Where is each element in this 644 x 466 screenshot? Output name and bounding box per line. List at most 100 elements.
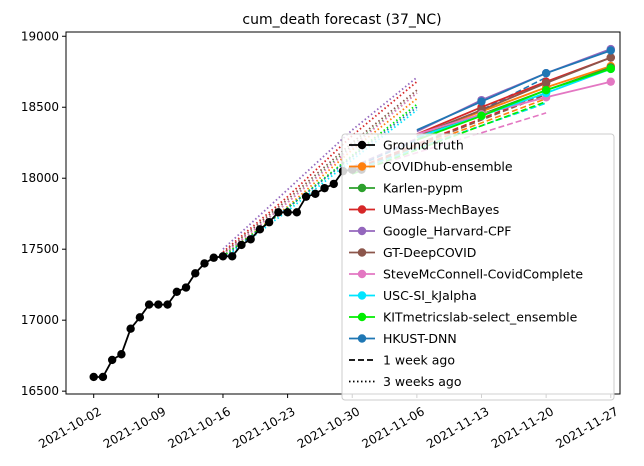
x-tick-label: 2021-10-23 [230, 404, 297, 451]
x-tick-label: 2021-10-30 [295, 404, 362, 451]
ground-truth-point [283, 208, 292, 217]
legend-label: 1 week ago [383, 353, 455, 368]
y-tick-label: 17500 [21, 242, 59, 256]
legend-entry-kitmetricslab-select-ensemble: KITmetricslab-select_ensemble [349, 310, 578, 325]
legend-entry-covidhub-ensemble: COVIDhub-ensemble [349, 159, 513, 174]
legend-entry-hkust-dnn: HKUST-DNN [349, 331, 457, 346]
ground-truth-point [126, 324, 135, 333]
point-hkust-dnn [606, 46, 615, 55]
point-gt-deepcovid [541, 78, 551, 88]
ground-truth-point [237, 240, 246, 250]
x-tick-label: 2021-11-27 [553, 404, 620, 451]
ground-truth-point [311, 189, 320, 199]
ground-truth-point [89, 372, 98, 382]
legend-marker [357, 334, 367, 343]
legend-marker [357, 312, 367, 322]
ground-truth-point [218, 252, 228, 261]
legend-marker [357, 291, 367, 300]
ground-truth-point [264, 218, 274, 227]
x-tick-label: 2021-11-20 [489, 404, 556, 451]
y-tick-label: 19000 [21, 29, 59, 43]
ground-truth-layer [89, 165, 366, 382]
ground-truth-point [255, 225, 265, 234]
ground-truth-point [98, 372, 108, 382]
ground-truth-line [93, 168, 362, 378]
point-stevemcconnell-covidcomplete [606, 77, 615, 86]
ground-truth-point [246, 235, 255, 244]
series-hkust-dnn [416, 49, 612, 131]
legend-entry-1-week-ago: 1 week ago [349, 353, 455, 368]
legend-marker [357, 183, 367, 193]
series-stevemcconnell-covidcomplete [416, 80, 612, 136]
legend-label: SteveMcConnell-CovidComplete [383, 267, 583, 282]
chart-title: cum_death forecast (37_NC) [242, 12, 441, 28]
legend-marker [357, 140, 367, 150]
ground-truth-point [228, 252, 237, 261]
series-1wk-gt-deepcovid [351, 93, 547, 172]
point-hkust-dnn [541, 68, 551, 78]
legend-label: COVIDhub-ensemble [383, 159, 513, 174]
ground-truth-point [274, 208, 283, 217]
series-usc-si-kjalpha [416, 68, 612, 138]
legend-entry-google-harvard-cpf: Google_Harvard-CPF [349, 224, 511, 239]
point-hkust-dnn [477, 97, 486, 106]
point-kitmetricslab-select-ensemble [477, 111, 486, 120]
ground-truth-point [135, 313, 145, 322]
point-kitmetricslab-select-ensemble [541, 86, 551, 95]
point-kitmetricslab-select-ensemble [606, 64, 615, 74]
ground-truth-point [154, 300, 163, 309]
legend-entry-umass-mechbayes: UMass-MechBayes [349, 202, 499, 217]
ground-truth-point [301, 192, 311, 201]
legend-entry-3-weeks-ago: 3 weeks ago [349, 374, 462, 389]
x-tick-label: 2021-11-06 [359, 404, 426, 451]
legend-label: USC-SI_kJalpha [383, 288, 477, 303]
point-gt-deepcovid [606, 53, 615, 62]
series-3wk-hkust-dnn [222, 106, 418, 259]
ground-truth-point [329, 179, 338, 189]
legend-entry-karlen-pypm: Karlen-pypm [349, 181, 463, 196]
series-3wk-umass-mechbayes [222, 81, 418, 253]
x-tick-label: 2021-10-09 [101, 404, 168, 451]
series-3wk-google-harvard-cpf [222, 76, 418, 250]
legend-label: 3 weeks ago [383, 374, 462, 389]
series-gt-deepcovid [416, 56, 612, 137]
legend-label: Karlen-pypm [383, 181, 463, 196]
legend-marker [357, 162, 367, 171]
legend-entry-usc-si-kjalpha: USC-SI_kJalpha [349, 288, 477, 303]
ground-truth-point [107, 355, 117, 365]
legend-label: Ground truth [383, 138, 464, 153]
legend-label: UMass-MechBayes [383, 202, 499, 217]
x-tick-label: 2021-11-13 [424, 404, 491, 451]
legend-label: Google_Harvard-CPF [383, 224, 511, 239]
ground-truth-point [320, 183, 329, 193]
legend-entry-ground-truth: Ground truth [349, 138, 464, 153]
legend: Ground truth COVIDhub-ensemble Karlen-pypm… [341, 133, 615, 401]
legend-entry-stevemcconnell-covidcomplete: SteveMcConnell-CovidComplete [349, 267, 583, 282]
ground-truth-point [163, 300, 172, 309]
y-tick-label: 18500 [21, 100, 59, 114]
ground-truth-point [172, 287, 181, 296]
ground-truth-point [200, 259, 209, 268]
x-tick-label: 2021-10-02 [36, 404, 103, 451]
legend-marker [357, 205, 367, 214]
ground-truth-point [209, 253, 218, 262]
legend-marker [357, 226, 367, 236]
ground-truth-point [181, 283, 191, 292]
legend-label: KITmetricslab-select_ensemble [383, 310, 578, 325]
legend-box [341, 133, 615, 401]
ground-truth-point [292, 208, 302, 217]
ground-truth-point [117, 350, 126, 359]
legend-label: HKUST-DNN [383, 331, 457, 346]
legend-marker [357, 248, 367, 257]
y-tick-label: 17000 [21, 313, 59, 327]
ground-truth-point [144, 300, 154, 309]
y-tick-label: 18000 [21, 171, 59, 185]
ground-truth-point [191, 269, 200, 278]
legend-label: GT-DeepCOVID [383, 245, 476, 260]
legend-entry-gt-deepcovid: GT-DeepCOVID [349, 245, 476, 260]
y-tick-label: 16500 [21, 384, 59, 398]
legend-marker [357, 269, 367, 279]
series-kitmetricslab-select-ensemble [416, 68, 612, 141]
x-tick-label: 2021-10-16 [166, 404, 233, 451]
